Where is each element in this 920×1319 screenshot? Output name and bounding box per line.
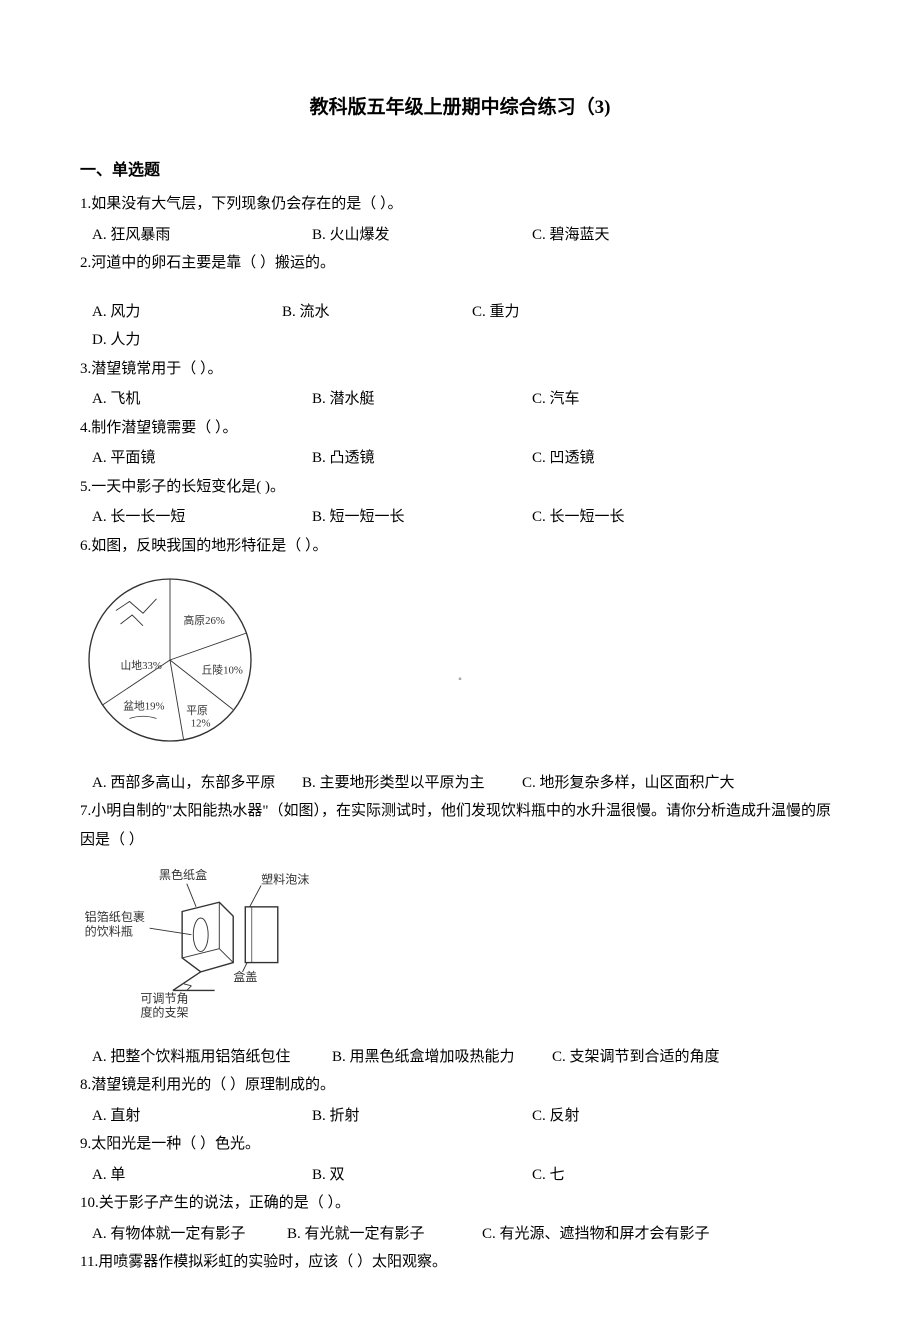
q10-option-c: C. 有光源、遮挡物和屏才会有影子 — [482, 1220, 802, 1249]
svg-text:丘陵10%: 丘陵10% — [202, 665, 243, 677]
q3-option-c: C. 汽车 — [532, 385, 752, 414]
solar-heater-diagram-icon: 黑色纸盒 塑料泡沫 铝箔纸包裹 的饮料瓶 盒盖 可调节角 度的支架 — [80, 864, 340, 1024]
question-2: 2.河道中的卵石主要是靠（ ）搬运的。 — [80, 249, 840, 278]
question-3-options: A. 飞机 B. 潜水艇 C. 汽车 — [92, 385, 840, 414]
svg-text:平原: 平原 — [186, 705, 208, 717]
q6-option-c: C. 地形复杂多样，山区面积广大 — [522, 769, 802, 798]
q5-option-c: C. 长一短一长 — [532, 503, 752, 532]
section-1-header: 一、单选题 — [80, 156, 840, 186]
question-9-options: A. 单 B. 双 C. 七 — [92, 1161, 840, 1190]
terrain-pie-chart-icon: 山地33% 高原26% 丘陵10% 平原 12% 盆地19% — [80, 570, 260, 750]
q7-option-b: B. 用黑色纸盒增加吸热能力 — [332, 1043, 552, 1072]
question-1-options: A. 狂风暴雨 B. 火山爆发 C. 碧海蓝天 — [92, 221, 840, 250]
svg-text:高原26%: 高原26% — [184, 614, 225, 627]
q6-option-b: B. 主要地形类型以平原为主 — [302, 769, 522, 798]
svg-text:度的支架: 度的支架 — [140, 1005, 188, 1020]
q4-option-a: A. 平面镜 — [92, 444, 312, 473]
question-8-options: A. 直射 B. 折射 C. 反射 — [92, 1102, 840, 1131]
question-11: 11.用喷雾器作模拟彩虹的实验时，应该（ ）太阳观察。 — [80, 1248, 840, 1277]
q7-option-c: C. 支架调节到合适的角度 — [552, 1043, 792, 1072]
question-8: 8.潜望镜是利用光的（ ）原理制成的。 — [80, 1071, 840, 1100]
question-4: 4.制作潜望镜需要（ ）。 — [80, 414, 840, 443]
q6-option-a: A. 西部多高山，东部多平原 — [92, 769, 302, 798]
q5-option-a: A. 长一长一短 — [92, 503, 312, 532]
q8-option-a: A. 直射 — [92, 1102, 312, 1131]
q10-option-a: A. 有物体就一定有影子 — [92, 1220, 287, 1249]
svg-text:塑料泡沫: 塑料泡沫 — [261, 872, 309, 887]
q10-option-b: B. 有光就一定有影子 — [287, 1220, 482, 1249]
q5-option-b: B. 短一短一长 — [312, 503, 532, 532]
q7-option-a: A. 把整个饮料瓶用铝箔纸包住 — [92, 1043, 332, 1072]
q8-option-b: B. 折射 — [312, 1102, 532, 1131]
question-4-options: A. 平面镜 B. 凸透镜 C. 凹透镜 — [92, 444, 840, 473]
svg-text:可调节角: 可调节角 — [140, 992, 188, 1006]
svg-text:的饮料瓶: 的饮料瓶 — [85, 924, 133, 939]
svg-text:盆地19%: 盆地19% — [123, 700, 164, 713]
question-5: 5.一天中影子的长短变化是( )。 — [80, 473, 840, 502]
question-9: 9.太阳光是一种（ ）色光。 — [80, 1130, 840, 1159]
q9-option-c: C. 七 — [532, 1161, 752, 1190]
q3-option-b: B. 潜水艇 — [312, 385, 532, 414]
question-6-options: A. 西部多高山，东部多平原 B. 主要地形类型以平原为主 C. 地形复杂多样，… — [92, 769, 840, 798]
q3-option-a: A. 飞机 — [92, 385, 312, 414]
center-marker-icon: ▪ — [458, 670, 462, 689]
svg-text:12%: 12% — [191, 718, 211, 730]
question-3: 3.潜望镜常用于（ ）。 — [80, 355, 840, 384]
svg-text:铝箔纸包裹: 铝箔纸包裹 — [85, 909, 145, 924]
question-7-options: A. 把整个饮料瓶用铝箔纸包住 B. 用黑色纸盒增加吸热能力 C. 支架调节到合… — [92, 1043, 840, 1072]
q2-option-b: B. 流水 — [282, 298, 472, 327]
svg-text:黑色纸盒: 黑色纸盒 — [159, 867, 207, 882]
q2-option-c: C. 重力 — [472, 298, 662, 327]
q4-option-b: B. 凸透镜 — [312, 444, 532, 473]
question-10: 10.关于影子产生的说法，正确的是（ ）。 — [80, 1189, 840, 1218]
question-5-options: A. 长一长一短 B. 短一短一长 C. 长一短一长 — [92, 503, 840, 532]
q8-option-c: C. 反射 — [532, 1102, 752, 1131]
question-1: 1.如果没有大气层，下列现象仍会存在的是（ ）。 — [80, 190, 840, 219]
q1-option-b: B. 火山爆发 — [312, 221, 532, 250]
question-7: 7.小明自制的"太阳能热水器"（如图），在实际测试时，他们发现饮料瓶中的水升温很… — [80, 797, 840, 854]
question-2-options: A. 风力 B. 流水 C. 重力 D. 人力 — [92, 298, 840, 355]
q1-option-c: C. 碧海蓝天 — [532, 221, 752, 250]
q9-option-b: B. 双 — [312, 1161, 532, 1190]
q6-image-container: 山地33% 高原26% 丘陵10% 平原 12% 盆地19% ▪ — [80, 562, 840, 769]
question-6: 6.如图，反映我国的地形特征是（ ）。 — [80, 532, 840, 561]
q4-option-c: C. 凹透镜 — [532, 444, 752, 473]
page-title: 教科版五年级上册期中综合练习（3) — [80, 90, 840, 126]
svg-text:盒盖: 盒盖 — [233, 970, 257, 985]
svg-text:山地33%: 山地33% — [121, 659, 162, 672]
q9-option-a: A. 单 — [92, 1161, 312, 1190]
q2-option-d: D. 人力 — [92, 326, 282, 355]
question-10-options: A. 有物体就一定有影子 B. 有光就一定有影子 C. 有光源、遮挡物和屏才会有… — [92, 1220, 840, 1249]
q2-option-a: A. 风力 — [92, 298, 282, 327]
q7-image-container: 黑色纸盒 塑料泡沫 铝箔纸包裹 的饮料瓶 盒盖 可调节角 度的支架 — [80, 856, 840, 1043]
q1-option-a: A. 狂风暴雨 — [92, 221, 312, 250]
